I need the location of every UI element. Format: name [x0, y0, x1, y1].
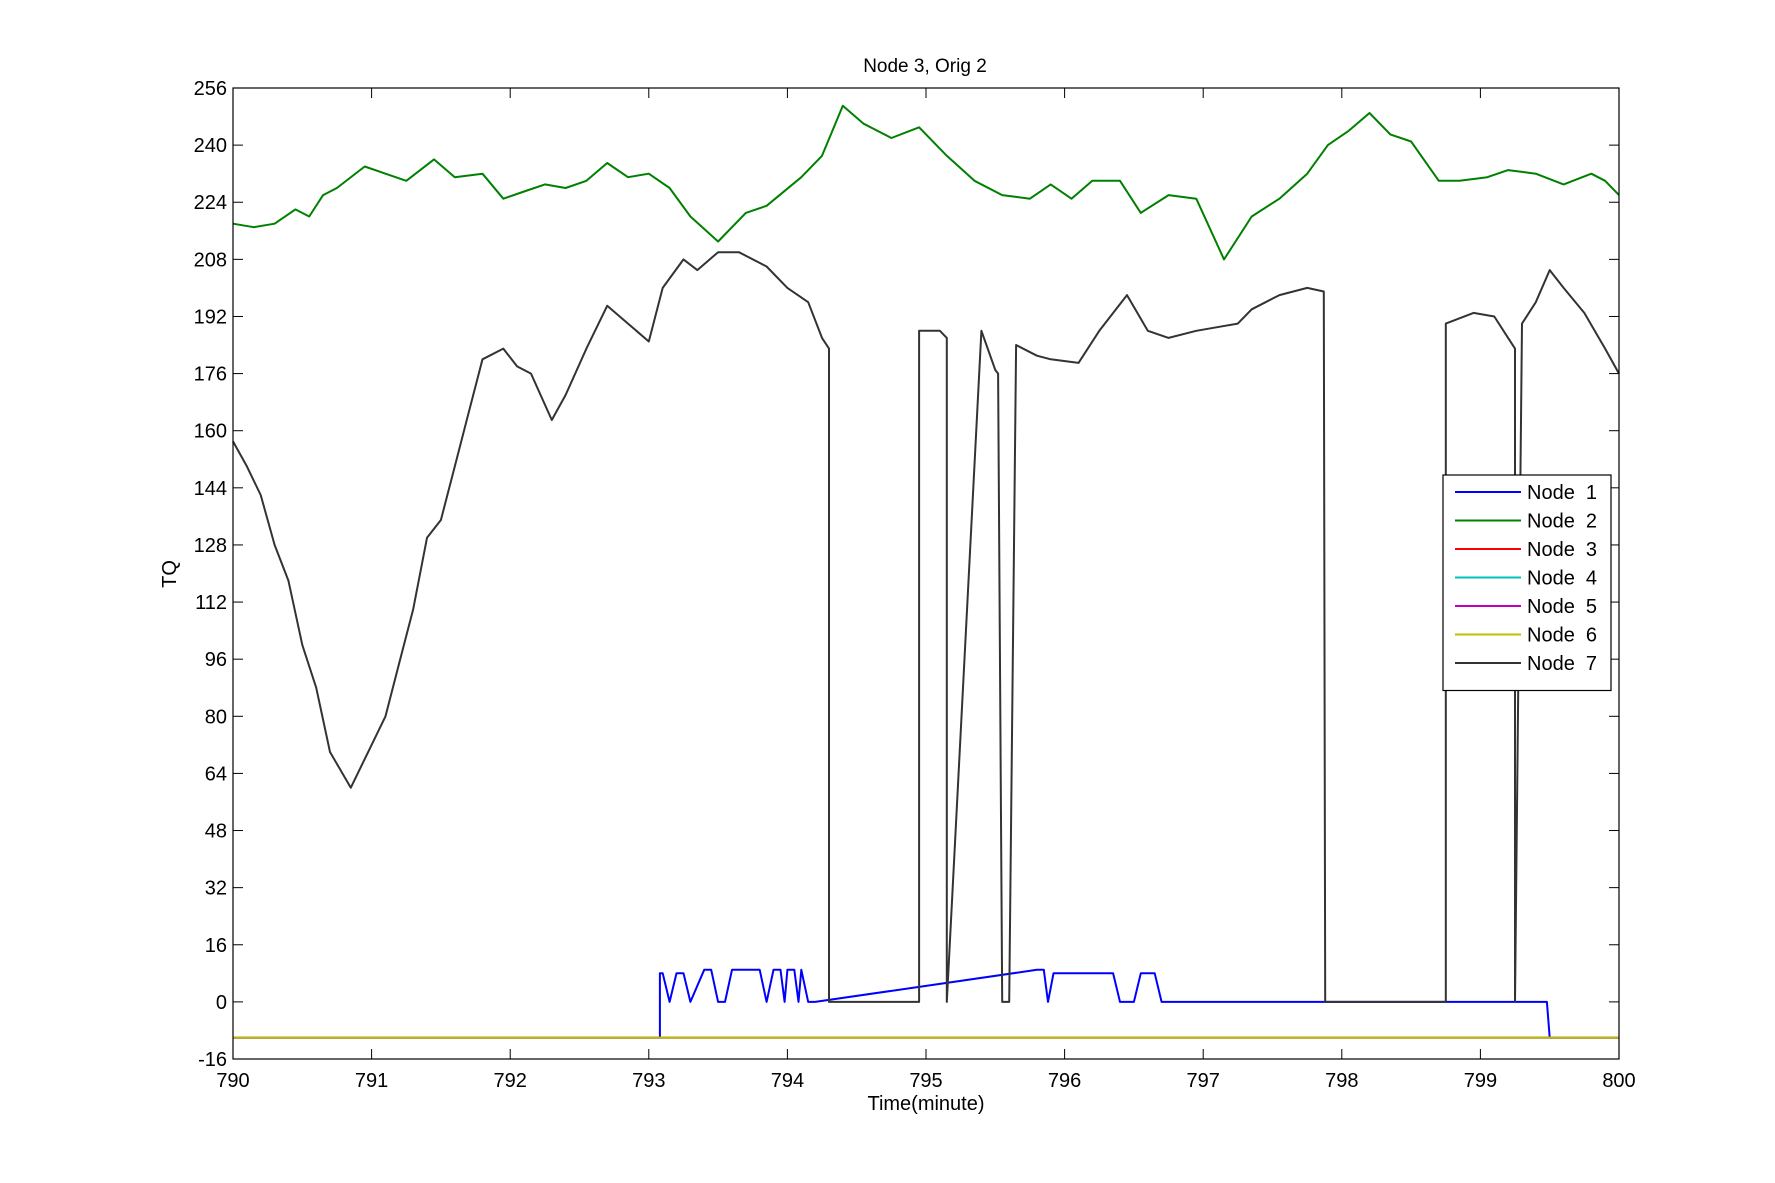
x-tick-label: 799 [1464, 1070, 1497, 1092]
series-line-1 [233, 968, 1619, 1039]
series-line-7 [232, 251, 1620, 1003]
y-tick-label: 64 [205, 763, 227, 785]
legend-label: Node 4 [1527, 568, 1597, 590]
y-tick-label: 112 [195, 592, 227, 614]
series-layer [232, 104, 1620, 1039]
x-tick-label: 796 [1048, 1070, 1081, 1092]
x-tick-label: 800 [1602, 1070, 1635, 1092]
legend-label: Node 2 [1527, 511, 1597, 533]
y-tick-label: 144 [194, 478, 227, 500]
y-tick-label: 48 [205, 821, 227, 843]
y-tick-label: 0 [216, 992, 227, 1014]
x-axis-label: Time(minute) [867, 1093, 984, 1115]
x-tick-label: 792 [494, 1070, 527, 1092]
legend-label: Node 3 [1527, 539, 1597, 561]
x-tick-label: 798 [1325, 1070, 1358, 1092]
plot-frame [232, 87, 1620, 1060]
x-tick-label: 793 [632, 1070, 665, 1092]
axis-layer: 790 791 792 793 794 795 796 797 798 799 800 -16 0 16 3… [194, 78, 1636, 1092]
y-tick-label: 96 [205, 649, 227, 671]
x-tick-label: 791 [355, 1070, 388, 1092]
legend-label: Node 7 [1527, 653, 1597, 675]
x-tick-label: 790 [216, 1070, 249, 1092]
y-tick-label: 192 [194, 306, 227, 328]
x-tick-label: 795 [909, 1070, 942, 1092]
legend-box [1442, 474, 1612, 692]
y-tick-label: 224 [194, 192, 227, 214]
y-tick-label: 32 [205, 878, 227, 900]
legend: Node 1 Node 2 Node 3 Node 4 Node 5 Node 6 Node… [1442, 474, 1612, 692]
y-tick-label: 176 [194, 364, 227, 386]
chart-title: Node 3, Orig 2 [863, 56, 987, 77]
x-tick-label: 797 [1187, 1070, 1220, 1092]
y-tick-label: -16 [198, 1049, 227, 1071]
legend-label: Node 5 [1527, 596, 1597, 618]
y-tick-label: 240 [194, 135, 227, 157]
y-tick-label: 128 [194, 535, 227, 557]
y-tick-label: 208 [194, 249, 227, 271]
legend-label: Node 6 [1527, 625, 1597, 647]
y-axis-label: TQ [159, 560, 181, 588]
y-tick-label: 16 [205, 935, 227, 957]
y-tick-label: 80 [205, 706, 227, 728]
legend-label: Node 1 [1527, 482, 1597, 504]
x-tick-label: 794 [771, 1070, 804, 1092]
y-tick-label: 256 [194, 78, 227, 100]
y-tick-label: 160 [194, 421, 227, 443]
series-line-2 [232, 104, 1620, 261]
